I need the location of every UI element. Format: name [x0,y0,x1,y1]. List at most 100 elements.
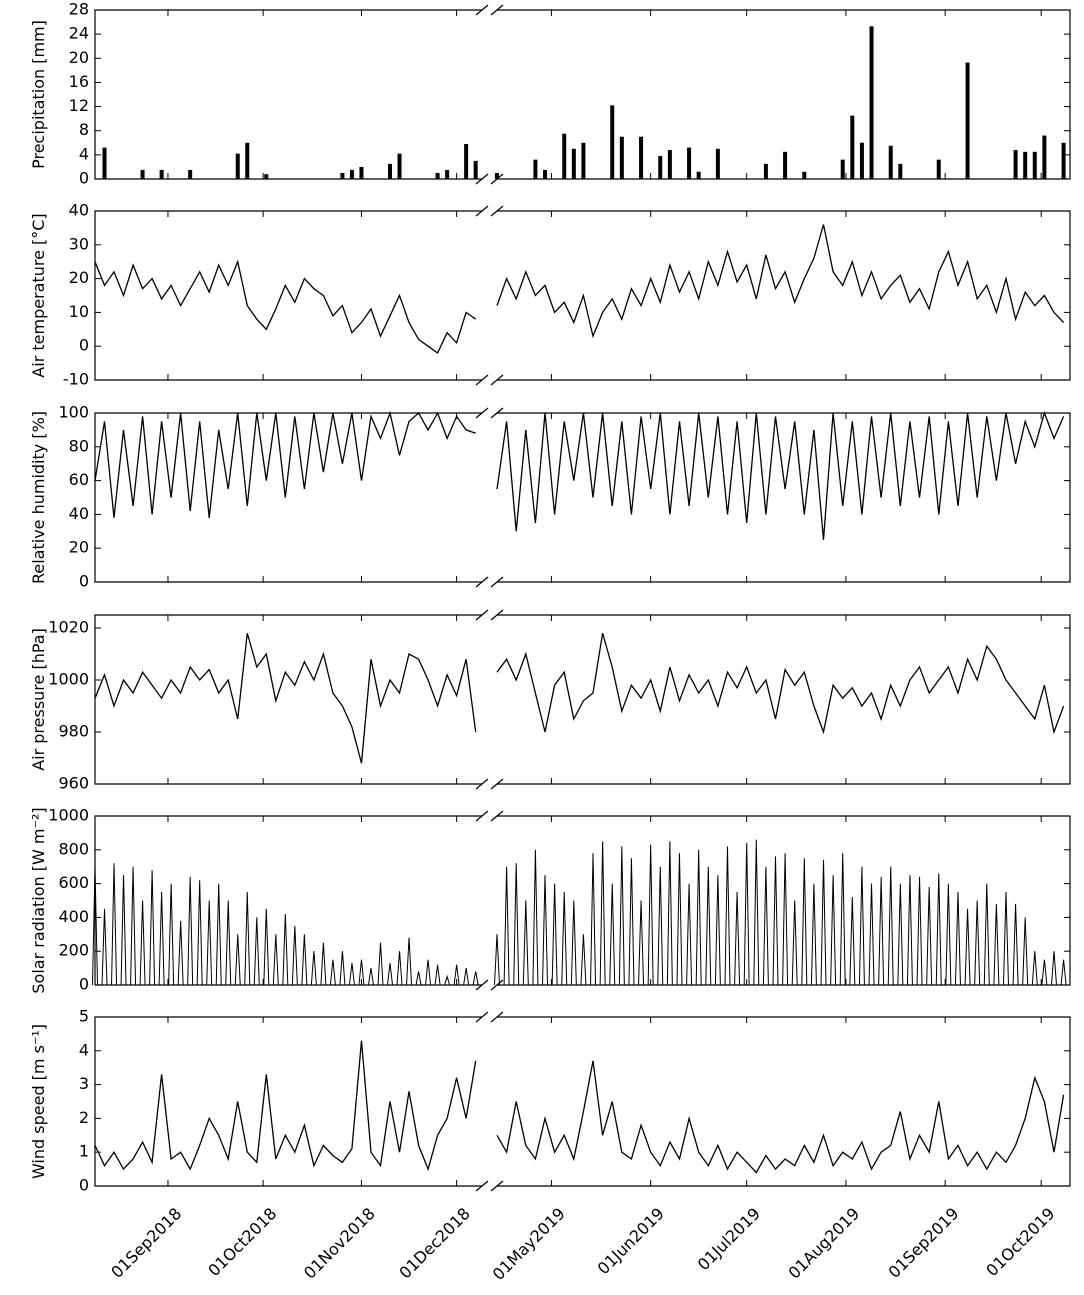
spike [215,883,222,986]
spike [714,875,721,986]
axis-break [490,4,504,16]
y-tick-label: 16 [69,72,89,91]
spike [753,839,760,986]
bar [435,172,440,179]
spike [101,908,108,986]
spike [561,892,568,986]
bar [340,172,345,179]
spike [1041,959,1048,986]
y-axis-label: Precipitation [mm] [29,20,48,169]
bar [445,169,450,179]
spike [291,925,298,986]
bar [464,143,469,179]
spike [348,962,355,986]
spike [1060,959,1067,986]
y-tick-label: 20 [69,538,89,557]
y-tick-label: 30 [69,234,89,253]
spike [282,914,289,986]
bar [1013,150,1018,179]
bar [264,174,269,179]
spike [396,951,403,986]
spike [887,866,894,986]
spike [92,866,98,986]
spike [196,880,203,986]
bar [715,148,720,179]
bar [397,153,402,179]
spike [974,900,981,986]
y-tick-label: 3 [79,1074,89,1093]
axis-break [490,810,504,822]
bar [159,169,164,179]
data-line [94,1040,477,1172]
axis-frame [94,210,1071,381]
spike [301,934,308,986]
bar [235,153,240,179]
spike [599,841,606,986]
spike [926,886,933,986]
y-axis-label: Air pressure [hPa] [29,628,48,771]
axis-break [490,205,504,217]
spike [570,900,577,986]
spike [666,841,673,986]
y-tick-label: 400 [58,907,89,926]
spike [676,853,683,986]
y-tick-label: 100 [58,403,89,422]
y-axis-label: Air temperature [°C] [29,213,48,377]
axis-frame [94,614,1071,785]
spike [705,866,712,986]
spike [638,900,645,986]
spike [734,892,741,986]
y-tick-label: 5 [79,1007,89,1026]
x-tick-label: 01Aug2019 [785,1204,864,1283]
y-tick-label: 20 [69,268,89,287]
spike [358,959,365,986]
spike [472,971,479,986]
spike [820,859,827,986]
bar [1023,151,1028,179]
spike [225,900,232,986]
spike [964,908,971,986]
bar [859,142,864,179]
y-tick-label: 40 [69,201,89,220]
spike [724,846,731,986]
y-tick-label: 1000 [48,670,89,689]
spike [762,866,769,986]
bar [783,151,788,179]
spike [377,942,384,986]
spike [542,875,549,986]
bar [850,115,855,179]
y-tick-label: 28 [69,0,89,19]
spike [272,934,279,986]
bar [562,133,567,179]
bar [188,169,193,179]
spike [878,876,885,986]
data-line [496,224,1065,339]
bar [667,150,672,179]
bar [687,147,692,179]
spike [463,968,470,986]
bar [359,166,364,179]
y-tick-label: 8 [79,120,89,139]
spike [590,853,597,986]
spike [945,883,952,986]
spike [551,883,558,986]
axis-break [475,1011,489,1023]
y-axis-label: Solar radiation [W m⁻²] [29,807,48,993]
axis-frame [94,1016,1071,1187]
spike [339,951,346,986]
spike [647,844,654,986]
spike [415,971,422,986]
spike [532,849,539,986]
panel: 0 1 2 3 4 5 Wind speed [m s⁻¹] [29,1007,1071,1195]
data-line [496,633,1065,735]
y-tick-label: 980 [58,722,89,741]
bar [936,159,941,179]
spike [1031,951,1038,986]
data-line [496,410,1065,540]
spike [609,883,616,986]
spike [234,934,241,986]
bar [349,169,354,179]
spike [1002,892,1009,986]
spike [839,853,846,986]
x-tick-label: 01Jul2019 [694,1204,764,1274]
